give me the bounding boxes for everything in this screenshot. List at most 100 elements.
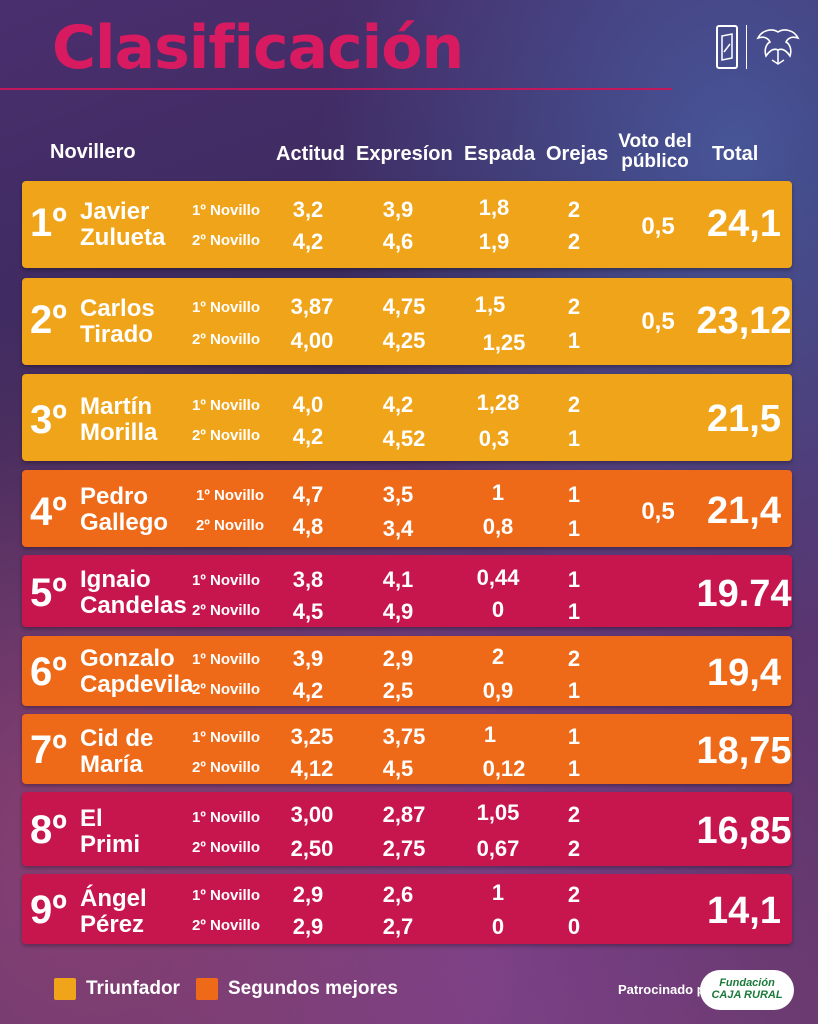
bullfighter-name: Carlos Tirado bbox=[80, 296, 155, 348]
ranking-row-4: 4º Pedro Gallego 1º Novillo 2º Novillo 4… bbox=[22, 470, 792, 547]
novillo-1-label: 1º Novillo bbox=[192, 809, 260, 826]
voto-publico: 0,5 bbox=[641, 213, 675, 240]
expresion-1: 4,75 bbox=[382, 294, 426, 319]
expresion-1: 3,75 bbox=[382, 724, 426, 749]
expresion-1: 4,2 bbox=[382, 392, 414, 417]
espada-1: 1,28 bbox=[476, 390, 520, 415]
ranking-row-5: 5º Ignaio Candelas 1º Novillo 2º Novillo… bbox=[22, 555, 792, 627]
actitud-2: 4,2 bbox=[292, 229, 324, 254]
orejas-2: 1 bbox=[567, 599, 581, 624]
name-first: Pedro bbox=[80, 483, 149, 510]
page-title: Clasificación bbox=[52, 13, 464, 83]
total-score: 21,5 bbox=[707, 398, 781, 440]
name-last: Primi bbox=[80, 831, 141, 858]
espada-1: 1,5 bbox=[474, 292, 506, 317]
rank-position: 4º bbox=[30, 490, 67, 534]
orejas-2: 0 bbox=[567, 914, 581, 939]
total-score: 19,4 bbox=[707, 652, 781, 694]
espada-2: 0,67 bbox=[476, 836, 520, 861]
novillo-1-label: 1º Novillo bbox=[192, 729, 260, 746]
orejas-1: 2 bbox=[567, 802, 581, 827]
orejas-2: 1 bbox=[567, 426, 581, 451]
header-voto-line2: público bbox=[621, 150, 689, 172]
espada-2: 0 bbox=[491, 597, 505, 622]
rank-position: 6º bbox=[30, 650, 67, 694]
name-last: María bbox=[80, 751, 143, 778]
name-last: Candelas bbox=[80, 592, 187, 619]
actitud-1: 3,87 bbox=[290, 294, 334, 319]
logo-separator bbox=[746, 25, 747, 69]
novillo-2-label: 2º Novillo bbox=[192, 681, 260, 698]
name-last: Tirado bbox=[80, 321, 153, 348]
actitud-1: 3,9 bbox=[292, 646, 324, 671]
name-first: El bbox=[80, 805, 103, 832]
rank-position: 8º bbox=[30, 808, 67, 852]
novillo-2-label: 2º Novillo bbox=[196, 517, 264, 534]
actitud-2: 4,00 bbox=[290, 328, 334, 353]
book-logo-icon bbox=[716, 25, 738, 69]
header-orejas: Orejas bbox=[546, 143, 609, 165]
bullfighter-name: Gonzalo Capdevila bbox=[80, 646, 193, 698]
legend-swatch-orange bbox=[196, 978, 218, 1000]
novillo-2-label: 2º Novillo bbox=[192, 759, 260, 776]
name-last: Gallego bbox=[80, 509, 169, 536]
orejas-1: 2 bbox=[567, 294, 581, 319]
actitud-1: 4,0 bbox=[292, 392, 324, 417]
novillo-1-label: 1º Novillo bbox=[192, 397, 260, 414]
header-voto-line1: Voto del bbox=[618, 131, 692, 152]
orejas-1: 2 bbox=[567, 392, 581, 417]
actitud-2: 4,2 bbox=[292, 678, 324, 703]
name-last: Capdevila bbox=[80, 671, 194, 698]
espada-2: 0,3 bbox=[478, 426, 510, 451]
total-score: 23,12 bbox=[696, 300, 792, 342]
novillo-1-label: 1º Novillo bbox=[192, 887, 260, 904]
orejas-2: 2 bbox=[567, 836, 581, 861]
novillo-1-label: 1º Novillo bbox=[196, 487, 264, 504]
total-score: 16,85 bbox=[696, 810, 792, 852]
espada-2: 0 bbox=[491, 914, 505, 939]
name-last: Zulueta bbox=[80, 224, 166, 251]
name-first: Cid de bbox=[80, 725, 154, 752]
header-voto: Voto del público bbox=[614, 132, 696, 172]
expresion-2: 3,4 bbox=[382, 516, 414, 541]
legend-segundos: Segundos mejores bbox=[196, 978, 398, 1000]
orejas-2: 1 bbox=[567, 328, 581, 353]
bullfighter-name: Javier Zulueta bbox=[80, 199, 165, 251]
legend-triunfador: Triunfador bbox=[54, 978, 180, 1000]
legend-label-triunfador: Triunfador bbox=[86, 978, 180, 999]
bullfighter-name: Ángel Pérez bbox=[80, 886, 147, 938]
rank-position: 5º bbox=[30, 571, 67, 615]
actitud-2: 2,9 bbox=[292, 914, 324, 939]
expresion-1: 2,87 bbox=[382, 802, 426, 827]
actitud-2: 4,5 bbox=[292, 599, 324, 624]
legend-label-segundos: Segundos mejores bbox=[228, 978, 398, 999]
voto-publico: 0,5 bbox=[641, 308, 675, 335]
orejas-1: 2 bbox=[567, 882, 581, 907]
actitud-2: 4,2 bbox=[292, 424, 324, 449]
rank-position: 2º bbox=[30, 298, 67, 342]
name-first: Martín bbox=[80, 393, 152, 420]
expresion-2: 4,5 bbox=[382, 756, 414, 781]
rank-position: 3º bbox=[30, 398, 67, 442]
orejas-2: 1 bbox=[567, 516, 581, 541]
bird-logo-icon bbox=[755, 25, 801, 69]
name-first: Ignaio bbox=[80, 566, 151, 593]
name-first: Gonzalo bbox=[80, 645, 175, 672]
name-last: Pérez bbox=[80, 911, 145, 938]
ranking-row-1: 1º Javier Zulueta 1º Novillo 2º Novillo … bbox=[22, 181, 792, 268]
rank-position: 1º bbox=[30, 201, 67, 245]
espada-1: 2 bbox=[491, 644, 505, 669]
legend-swatch-gold bbox=[54, 978, 76, 1000]
espada-2: 0,9 bbox=[482, 678, 514, 703]
sponsor-logo-line1: Fundación bbox=[719, 977, 775, 990]
name-last: Morilla bbox=[80, 419, 158, 446]
espada-1: 1 bbox=[491, 880, 505, 905]
total-score: 19.74 bbox=[696, 573, 792, 615]
title-underline bbox=[0, 88, 672, 90]
actitud-2: 4,8 bbox=[292, 514, 324, 539]
sponsor-logo-line2: CAJA RURAL bbox=[711, 989, 783, 1001]
total-score: 14,1 bbox=[707, 890, 781, 932]
novillo-2-label: 2º Novillo bbox=[192, 602, 260, 619]
ranking-row-2: 2º Carlos Tirado 1º Novillo 2º Novillo 3… bbox=[22, 278, 792, 365]
name-first: Carlos bbox=[80, 295, 155, 322]
